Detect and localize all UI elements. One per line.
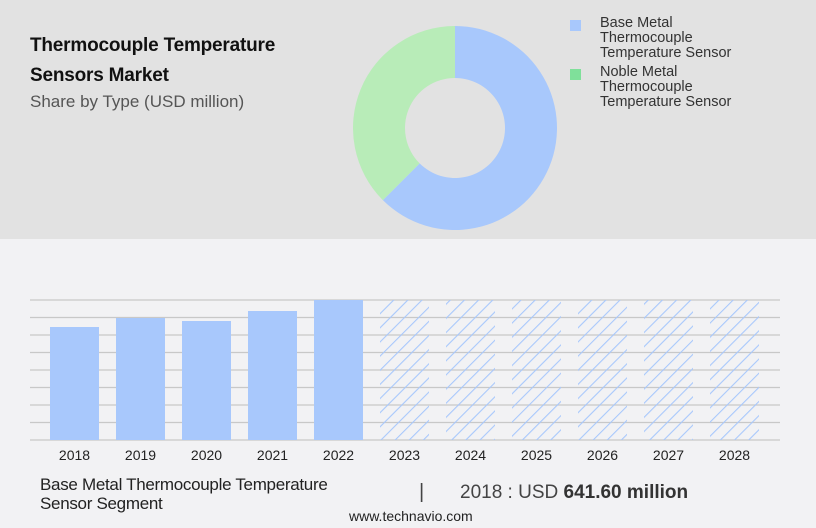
bars xyxy=(50,300,759,440)
page-subtitle: Share by Type (USD million) xyxy=(30,92,245,111)
bar-2020 xyxy=(182,321,231,440)
segment-value-prefix: 2018 : USD xyxy=(460,482,559,503)
segment-label-line-1: Base Metal Thermocouple Temperature xyxy=(40,475,328,494)
legend-label: Thermocouple xyxy=(600,30,693,46)
page-title: Thermocouple Temperature Sensors Market xyxy=(30,31,275,91)
donut-slice-base-metal xyxy=(382,26,557,230)
x-label-2028: 2028 xyxy=(718,447,751,463)
segment-label-line-2: Sensor Segment xyxy=(40,494,163,513)
segment-value-amount: 641.60 million xyxy=(563,482,689,503)
legend-item-base-metal: Base Metal Thermocouple Temperature Sens… xyxy=(570,16,731,61)
x-label-2019: 2019 xyxy=(124,447,157,463)
forecast-bar-2025 xyxy=(512,300,561,440)
source-url: www.technavio.com xyxy=(349,508,473,524)
segment-label: Base Metal Thermocouple Temperature Sens… xyxy=(40,475,328,513)
legend-label: Thermocouple xyxy=(600,79,693,95)
donut-chart xyxy=(353,26,557,230)
forecast-bar-2028 xyxy=(710,300,759,440)
summary-panel: Thermocouple Temperature Sensors Market … xyxy=(0,0,816,239)
x-label-2025: 2025 xyxy=(520,447,553,463)
legend-label: Base Metal xyxy=(600,15,673,31)
legend-item-noble-metal: Noble Metal Thermocouple Temperature Sen… xyxy=(570,65,731,110)
forecast-bar-2026 xyxy=(578,300,627,440)
title-line-2: Sensors Market xyxy=(30,65,169,86)
legend-label: Temperature Sensor xyxy=(600,45,732,61)
x-label-2023: 2023 xyxy=(388,447,421,463)
x-label-2024: 2024 xyxy=(454,447,487,463)
segment-value: 2018 : USD 641.60 million xyxy=(460,482,688,504)
forecast-bar-2024 xyxy=(446,300,495,440)
title-line-1: Thermocouple Temperature xyxy=(30,35,276,56)
x-label-2022: 2022 xyxy=(322,447,355,463)
forecast-bar-2023 xyxy=(380,300,429,440)
x-label-2020: 2020 xyxy=(190,447,223,463)
donut-slice-noble-metal xyxy=(353,26,455,201)
x-label-2018: 2018 xyxy=(58,447,91,463)
legend: Base Metal Thermocouple Temperature Sens… xyxy=(570,16,731,110)
x-label-2026: 2026 xyxy=(586,447,619,463)
legend-label: Noble Metal xyxy=(600,64,678,80)
legend-swatch-base-metal xyxy=(570,20,581,31)
x-label-2021: 2021 xyxy=(256,447,289,463)
footer-separator: | xyxy=(419,481,425,503)
x-label-2027: 2027 xyxy=(652,447,685,463)
bar-2018 xyxy=(50,326,99,440)
bar-2022 xyxy=(314,300,363,440)
gridlines xyxy=(30,299,780,441)
legend-label: Temperature Sensor xyxy=(600,94,732,110)
legend-swatch-noble-metal xyxy=(570,69,581,80)
forecast-bar-2027 xyxy=(644,300,693,440)
bar-2021 xyxy=(248,311,297,440)
bar-2019 xyxy=(116,317,165,440)
